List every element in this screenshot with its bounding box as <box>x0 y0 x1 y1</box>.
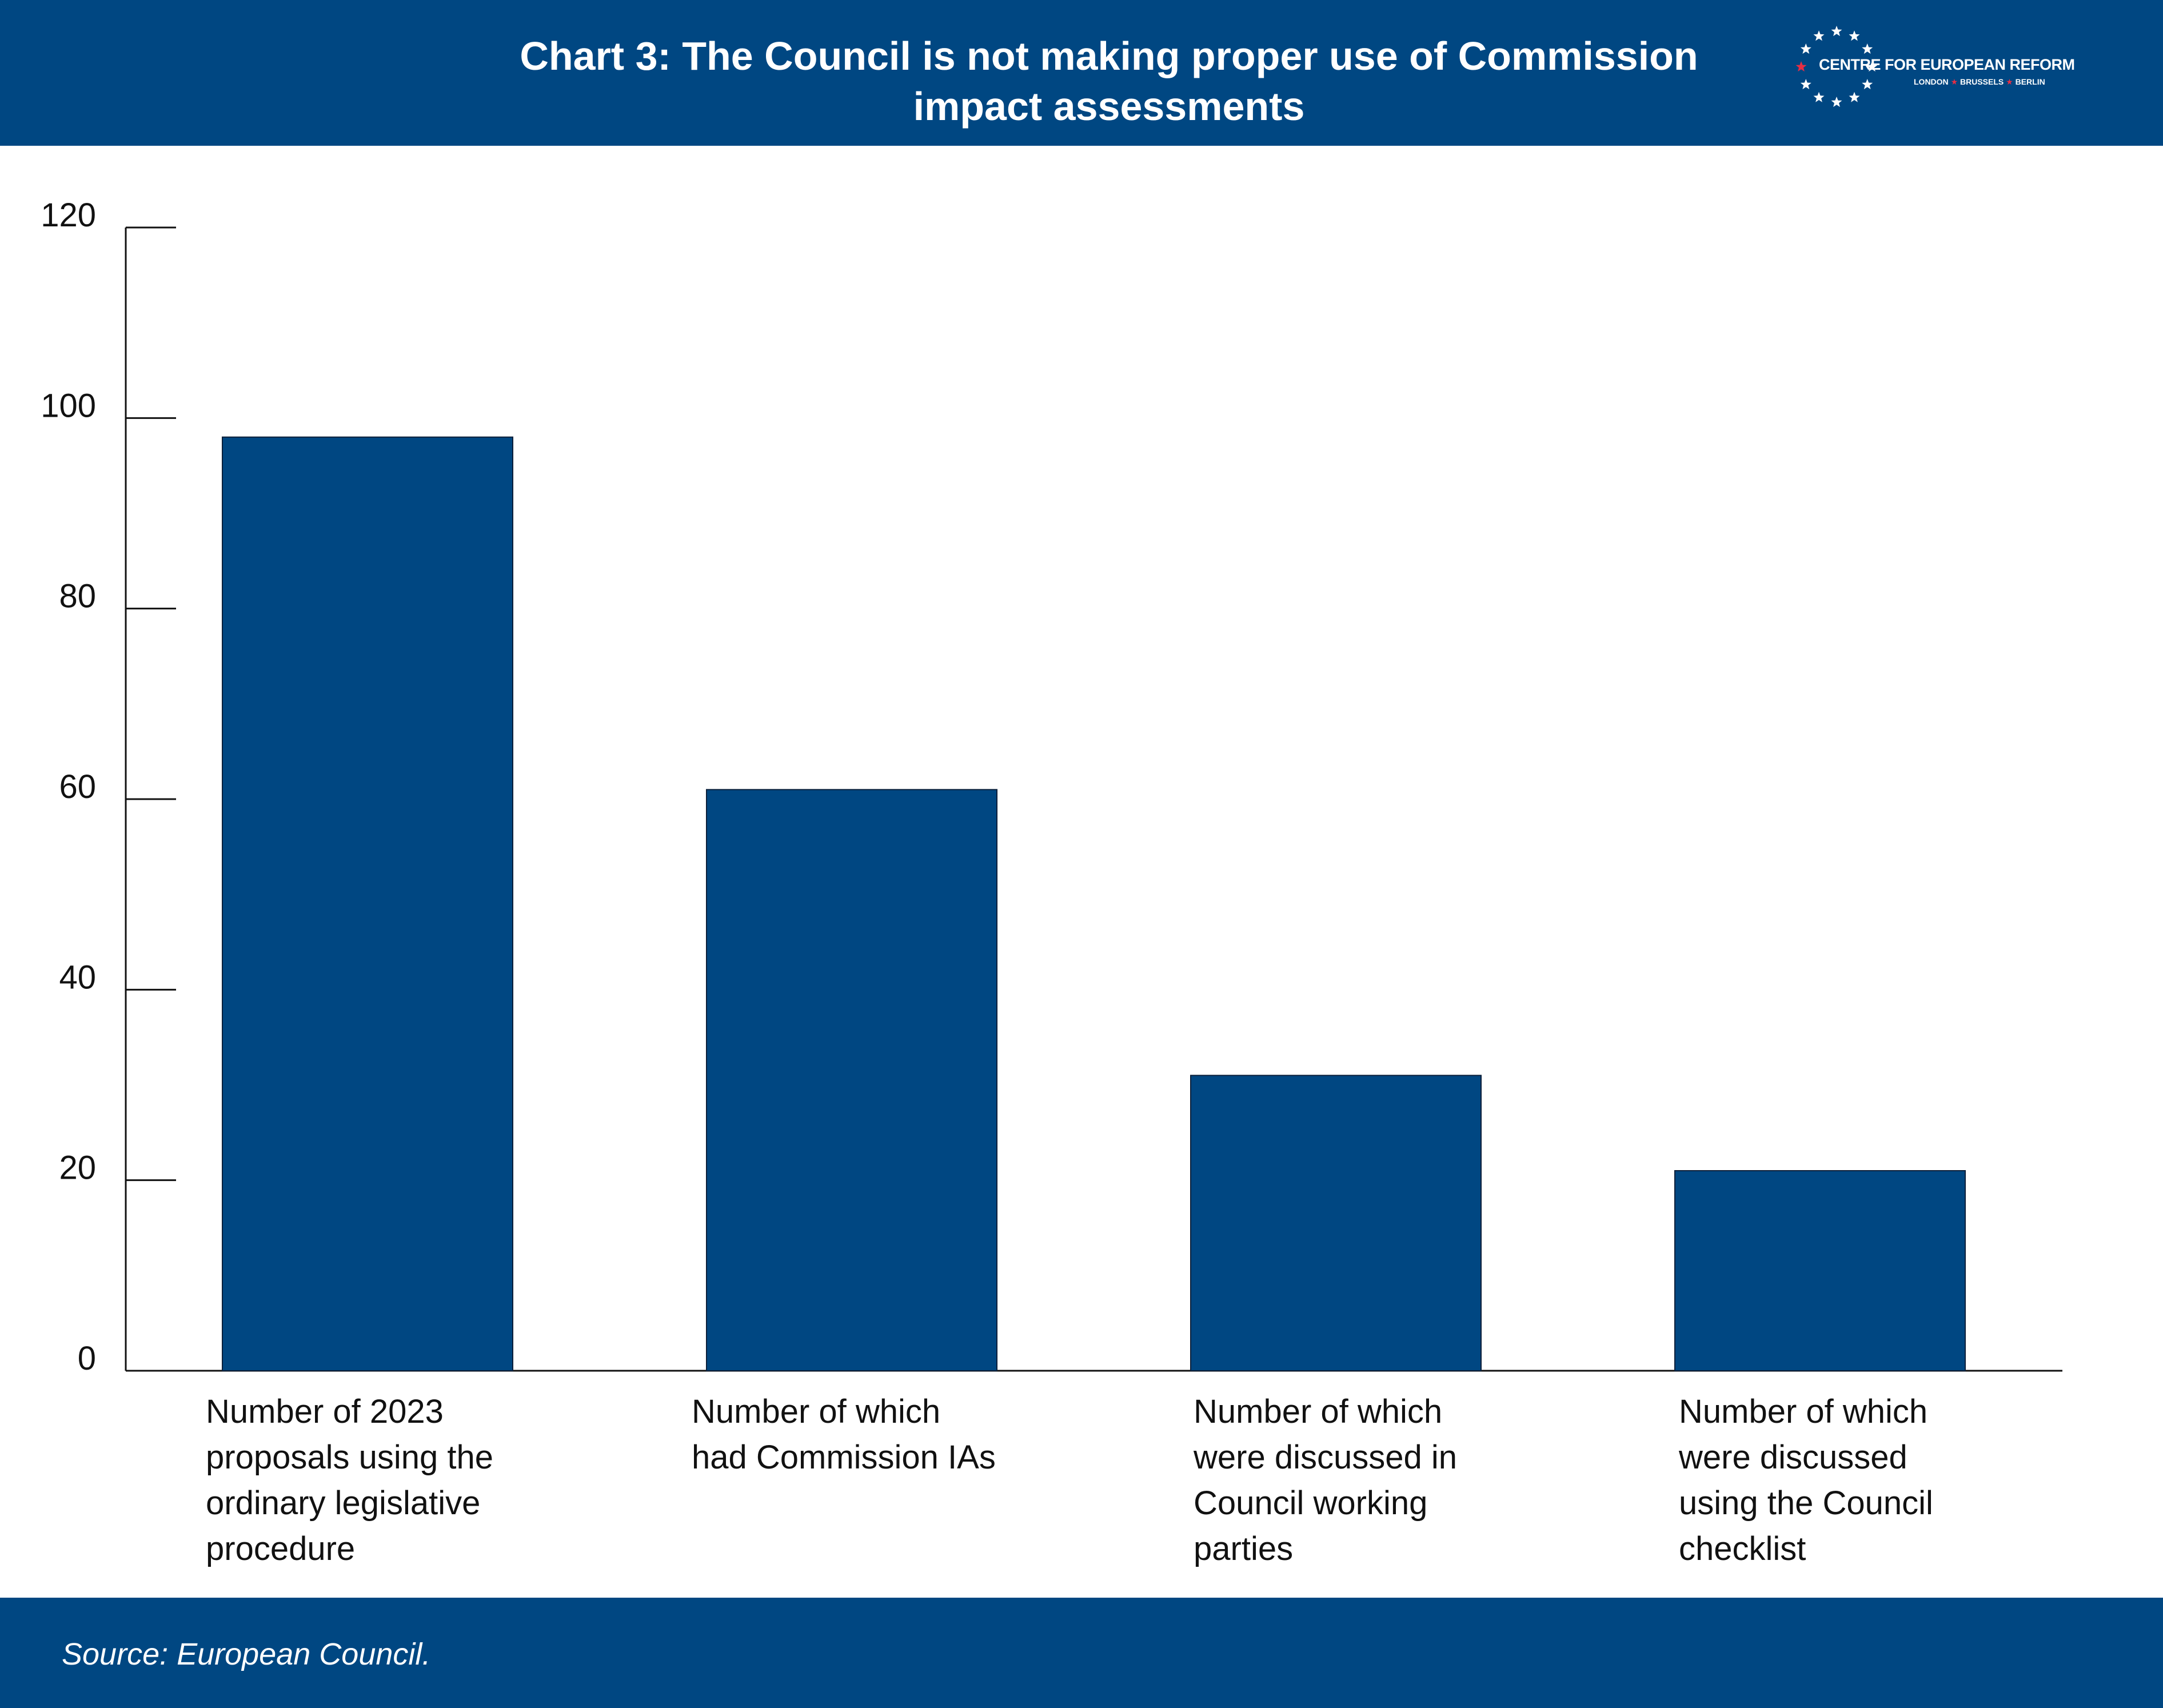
logo-city-brussels: BRUSSELS <box>1960 77 2004 86</box>
category-label-line: had Commission IAs <box>692 1439 996 1476</box>
category-label-line: parties <box>1194 1530 1294 1567</box>
category-label: Number of which had Commission IAs <box>692 1389 1046 1480</box>
logo-separator-icon: ★ <box>1950 77 1958 86</box>
category-label-line: ordinary legislative <box>206 1484 481 1522</box>
cer-logo: CENTRE FOR EUROPEAN REFORM LONDON ★ BRUS… <box>1794 24 2114 110</box>
axes: 0 20 40 60 80 100 120 <box>41 197 2062 1377</box>
y-tick-label: 40 <box>59 959 96 996</box>
category-label: Number of which were discussed using the C… <box>1679 1389 2033 1572</box>
chart-title: Chart 3: The Council is not making prope… <box>400 31 1818 131</box>
header-background <box>0 0 2163 146</box>
star-icon <box>1831 97 1842 107</box>
eu-stars-icon <box>1795 26 1878 107</box>
logo-name: CENTRE FOR EUROPEAN REFORM <box>1819 56 2075 73</box>
category-label-line: Number of which <box>692 1393 941 1430</box>
category-label: Number of which were discussed in Council … <box>1194 1389 1548 1572</box>
star-icon <box>1849 91 1860 102</box>
y-tick-label: 60 <box>59 768 96 805</box>
chart-title-line-1: Chart 3: The Council is not making prope… <box>520 34 1698 78</box>
star-icon <box>1813 30 1825 41</box>
footer-background <box>0 1598 2163 1708</box>
footer-banner: Source: European Council. <box>0 1598 2163 1708</box>
y-tick-label: 80 <box>59 578 96 615</box>
logo-cities: LONDON ★ BRUSSELS ★ BERLIN <box>1914 77 2045 87</box>
category-label-line: were discussed <box>1679 1439 1907 1476</box>
category-label-line: using the Council <box>1679 1484 1933 1522</box>
star-icon <box>1800 79 1811 90</box>
star-icon <box>1831 26 1842 37</box>
star-icon <box>1800 43 1811 54</box>
bar-chart: 0 20 40 60 80 100 120 <box>41 197 2062 1377</box>
y-tick-label: 120 <box>41 197 96 234</box>
bar <box>1190 1075 1482 1372</box>
chart-area: 0 20 40 60 80 100 120 Number of 2023 proposals … <box>0 146 2163 1598</box>
bar <box>706 789 997 1372</box>
logo-separator-icon: ★ <box>2006 77 2013 86</box>
star-icon <box>1813 91 1825 102</box>
category-label-line: proposals using the <box>206 1439 493 1476</box>
star-icon <box>1866 61 1878 72</box>
star-icon <box>1862 79 1873 90</box>
category-label-line: Council working <box>1194 1484 1428 1522</box>
bar <box>1674 1170 1966 1371</box>
category-label-line: were discussed in <box>1194 1439 1457 1476</box>
logo-city-london: LONDON <box>1914 77 1949 86</box>
star-icon <box>1795 61 1807 72</box>
y-tick-label: 100 <box>41 387 96 424</box>
category-label-line: checklist <box>1679 1530 1806 1567</box>
category-label-line: Number of 2023 <box>206 1393 444 1430</box>
source-note: Source: European Council. <box>62 1637 431 1671</box>
category-label-line: procedure <box>206 1530 356 1567</box>
category-label: Number of 2023 proposals using the ordinar… <box>206 1389 560 1572</box>
star-icon <box>1862 43 1873 54</box>
chart-title-line-2: impact assessments <box>913 84 1305 129</box>
category-label-line: Number of which <box>1679 1393 1928 1430</box>
star-icon <box>1849 30 1860 41</box>
y-tick-label: 20 <box>59 1150 96 1187</box>
header-banner: Chart 3: The Council is not making prope… <box>0 0 2163 146</box>
bar <box>222 436 513 1372</box>
category-label-line: Number of which <box>1194 1393 1443 1430</box>
y-tick-label: 0 <box>78 1340 96 1377</box>
logo-city-berlin: BERLIN <box>2015 77 2045 86</box>
